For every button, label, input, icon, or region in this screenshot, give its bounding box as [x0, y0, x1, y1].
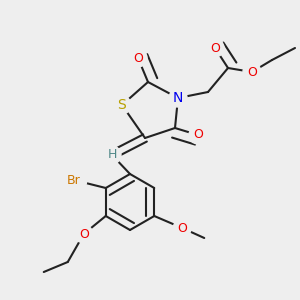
Text: O: O [133, 52, 143, 64]
Circle shape [243, 63, 261, 81]
Circle shape [173, 219, 191, 237]
Text: Br: Br [67, 173, 81, 187]
Circle shape [206, 39, 224, 57]
Circle shape [75, 225, 93, 243]
Text: O: O [79, 227, 89, 241]
Text: N: N [173, 91, 183, 105]
Text: O: O [193, 128, 203, 142]
Circle shape [113, 96, 131, 114]
Text: O: O [177, 221, 187, 235]
Circle shape [169, 89, 187, 107]
Circle shape [103, 146, 121, 164]
Text: S: S [118, 98, 126, 112]
Circle shape [189, 126, 207, 144]
Circle shape [129, 49, 147, 67]
Circle shape [61, 167, 87, 193]
Text: O: O [210, 41, 220, 55]
Text: H: H [107, 148, 117, 161]
Text: O: O [247, 65, 257, 79]
